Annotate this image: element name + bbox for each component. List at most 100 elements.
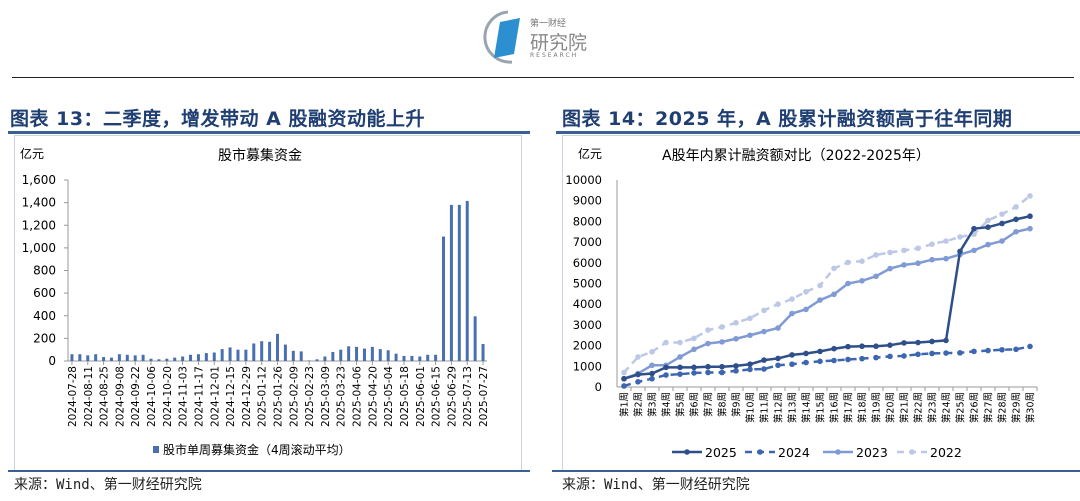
bar [244,349,248,361]
bar [378,349,382,361]
legend-label: 2022 [930,445,962,460]
logo-mark-icon [483,10,520,64]
bar [276,333,279,361]
point-2023 [971,247,977,254]
x-tick-label: 第6周 [689,392,701,417]
x-tick-label: 第3周 [647,392,659,417]
legend-label: 股市单周募集资金（4周滚动平均） [163,442,351,457]
point-2023 [859,278,865,284]
x-tick-label: 第19周 [871,392,883,423]
left-frame [14,135,522,472]
point-2022 [621,369,627,376]
bar [133,355,137,361]
point-2023 [803,306,809,313]
y-tick-label: 5000 [573,277,602,291]
x-tick-label: 第23周 [927,392,939,423]
point-2023 [901,262,907,268]
x-tick-label: 第9周 [731,392,743,417]
point-2023 [873,273,879,280]
x-tick-label: 第30周 [1025,392,1037,423]
bar [189,354,193,361]
point-2024 [901,353,907,359]
point-2024 [677,371,683,377]
point-2024 [817,358,823,365]
bar [165,358,169,361]
point-2025 [649,370,655,377]
y-tick-label: 2000 [573,339,602,353]
point-2024 [831,357,837,364]
right-source: 来源：Wind、第一财经研究院 [562,477,750,493]
bar [402,355,406,361]
right-title-underline [556,131,1080,134]
point-2025 [957,248,963,255]
point-2024 [775,362,781,369]
y-axis-unit: 亿元 [20,146,44,161]
point-2025 [859,343,865,350]
legend-marker-2024 [757,449,763,455]
x-tick-label: 第22周 [913,392,925,423]
legend-marker-2025 [684,449,690,455]
bar [418,356,422,361]
point-2024 [621,383,627,389]
point-2024 [705,369,711,376]
y-tick-label: 8000 [573,214,602,228]
bar [465,200,469,361]
point-2022 [985,217,991,224]
point-2022 [929,241,935,247]
point-2024 [859,355,865,362]
y-tick-label: 7000 [573,235,602,249]
bar [355,346,359,361]
point-2024 [719,369,725,376]
point-2025 [705,363,711,370]
x-tick-label: 2024-09-22 [130,366,142,427]
point-2023 [761,328,767,335]
point-2024 [663,372,669,378]
point-2022 [817,282,823,289]
point-2023 [705,340,711,347]
x-tick-label: 第24周 [941,392,953,423]
y-tick-label: 200 [33,331,56,345]
point-2025 [817,348,823,355]
point-2023 [915,260,921,267]
point-2024 [957,350,963,356]
bar [331,351,335,361]
point-2025 [901,340,907,346]
bar [394,353,398,361]
point-2023 [887,265,893,272]
point-2022 [677,339,683,346]
x-tick-label: 2025-07-13 [462,366,474,427]
x-tick-label: 2024-12-15 [225,366,237,427]
point-2023 [691,346,697,353]
point-2024 [929,350,935,357]
bar [347,346,351,361]
point-2024 [943,350,949,356]
x-tick-label: 2024-10-20 [162,366,174,427]
point-2024 [999,346,1005,353]
legend-label: 2023 [856,445,888,460]
legend-label: 2024 [778,445,810,460]
bar [323,356,327,361]
bar [457,204,461,361]
point-2025 [663,364,669,371]
point-2025 [873,343,879,350]
point-2022 [957,234,963,240]
chart-title: A股年内累计融资额对比（2022-2025年） [662,148,930,164]
x-tick-label: 第25周 [955,392,967,423]
x-tick-label: 第20周 [885,392,897,423]
legend-marker-2022 [909,449,915,455]
point-2024 [649,375,655,382]
right-frame [562,135,1080,472]
point-2024 [635,379,641,385]
point-2025 [719,363,725,370]
bar [315,359,319,361]
bar [236,349,240,361]
point-2023 [831,291,837,298]
x-tick-label: 2025-01-12 [257,366,269,427]
x-tick-label: 2025-06-15 [431,366,443,427]
bar [94,354,98,361]
point-2022 [789,296,795,302]
point-2022 [761,307,767,314]
x-tick-label: 2025-02-09 [288,366,300,427]
point-2022 [733,320,739,326]
point-2022 [663,339,669,346]
